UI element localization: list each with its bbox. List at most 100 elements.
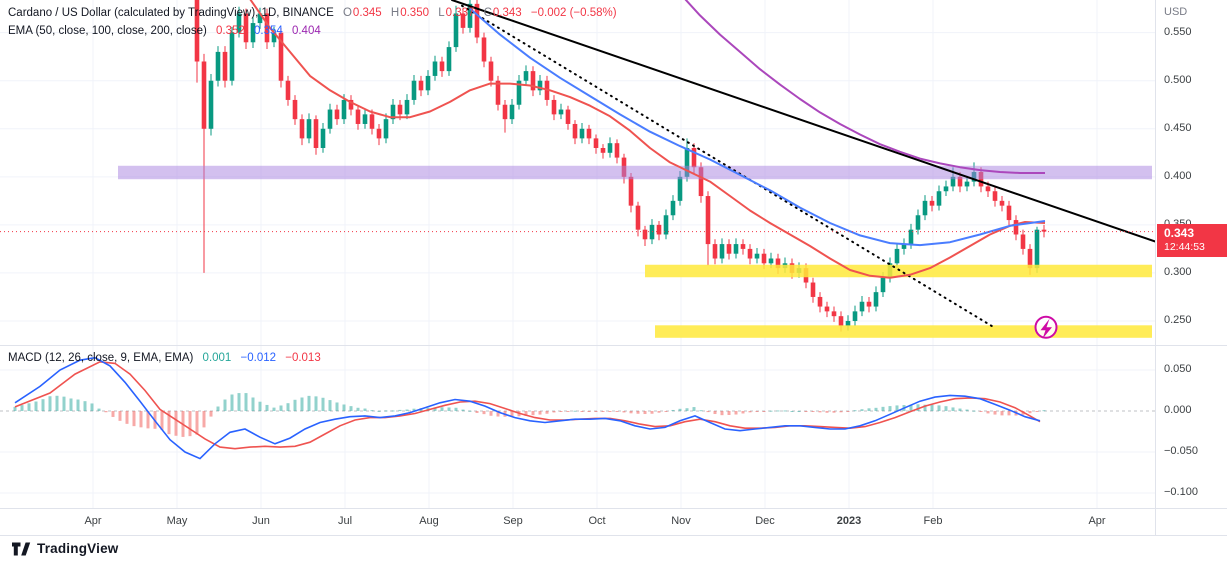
macd-histogram-bar xyxy=(804,411,808,413)
macd-histogram-bar xyxy=(405,409,409,412)
ema100-value: 0.354 xyxy=(253,25,283,37)
macd-histogram-bar xyxy=(874,407,878,412)
candle-body xyxy=(922,200,928,216)
pane-divider[interactable] xyxy=(0,345,1227,346)
symbol-title[interactable]: Cardano / US Dollar (calculated by Tradi… xyxy=(8,7,256,19)
footer-branding: TradingView xyxy=(12,541,118,556)
candle-body xyxy=(901,244,907,249)
candle-body xyxy=(341,99,347,120)
downtrend-line-dotted[interactable] xyxy=(461,4,994,328)
macd-histogram-bar xyxy=(55,395,59,412)
macd-line xyxy=(14,356,1041,460)
macd-histogram-bar xyxy=(433,407,437,412)
macd-histogram xyxy=(13,393,1046,437)
candle-body xyxy=(1006,205,1012,221)
tradingview-logo-icon[interactable] xyxy=(12,542,31,556)
macd-histogram-bar xyxy=(650,411,654,414)
candle-body xyxy=(859,301,865,312)
candle-body xyxy=(1034,229,1040,269)
macd-histogram-bar xyxy=(69,398,73,412)
macd-histogram-bar xyxy=(447,407,451,412)
macd-histogram-bar xyxy=(335,402,339,412)
macd-histogram-bar xyxy=(587,411,591,413)
candle-body xyxy=(999,200,1005,206)
macd-histogram-bar xyxy=(342,404,346,412)
low-label: L xyxy=(438,7,445,19)
low-value: 0.337 xyxy=(445,7,475,19)
macd-histogram-bar xyxy=(27,403,31,412)
price-axis[interactable]: USD 0.5500.5000.4500.4000.3500.3000.250 … xyxy=(1155,0,1227,535)
macd-histogram-bar xyxy=(293,399,297,412)
macd-histogram-bar xyxy=(699,410,703,412)
candle-body xyxy=(964,181,970,187)
candle-body xyxy=(698,167,704,197)
macd-histogram-bar xyxy=(272,407,276,412)
ema-indicator-label[interactable]: EMA (50, close, 100, close, 200, close) xyxy=(8,25,207,37)
candle-body xyxy=(754,253,760,259)
macd-chart-svg[interactable] xyxy=(0,345,1155,508)
macd-histogram-bar xyxy=(615,411,619,413)
candle-body xyxy=(474,3,480,38)
macd-histogram-bar xyxy=(62,396,66,412)
symbol-meta: , 1D, BINANCE xyxy=(255,7,334,19)
macd-histogram-bar xyxy=(167,411,171,435)
macd-histogram-bar xyxy=(993,411,997,415)
macd-histogram-bar xyxy=(111,411,115,417)
macd-histogram-bar xyxy=(307,395,311,412)
macd-histogram-bar xyxy=(90,403,94,412)
candle-body xyxy=(194,0,200,62)
candle-body xyxy=(593,138,599,148)
macd-histogram-bar xyxy=(622,411,626,413)
candle-body xyxy=(817,296,823,307)
macd-histogram-bar xyxy=(692,407,696,412)
candle-body xyxy=(467,3,473,28)
candle-body xyxy=(677,176,683,201)
macd-histogram-bar xyxy=(244,393,248,412)
tradingview-wordmark[interactable]: TradingView xyxy=(37,541,119,556)
candle-body xyxy=(264,13,270,43)
candle-body xyxy=(915,215,921,230)
candle-body xyxy=(460,13,466,28)
high-label: H xyxy=(390,7,400,19)
candle-body xyxy=(222,51,228,81)
macd-histogram-bar xyxy=(986,411,990,414)
macd-pane[interactable]: MACD (12, 26, close, 9, EMA, EMA) 0.001 … xyxy=(0,345,1155,508)
macd-histogram-bar xyxy=(174,411,178,436)
macd-histogram-bar xyxy=(881,406,885,412)
macd-histogram-bar xyxy=(475,411,479,413)
macd-indicator-label[interactable]: MACD (12, 26, close, 9, EMA, EMA) xyxy=(8,352,194,364)
downtrend-line-solid[interactable] xyxy=(451,0,1155,243)
support-zone-yellow-upper[interactable] xyxy=(645,264,1152,278)
macd-histogram-bar xyxy=(377,410,381,412)
macd-histogram-bar xyxy=(755,411,759,413)
ema50-line xyxy=(249,0,1046,279)
price-legend: Cardano / US Dollar (calculated by Tradi… xyxy=(8,4,617,40)
candle-body xyxy=(726,244,732,254)
price-pane[interactable]: Cardano / US Dollar (calculated by Tradi… xyxy=(0,0,1155,345)
candle-body xyxy=(950,176,956,187)
candle-body xyxy=(831,311,837,317)
macd-histogram-bar xyxy=(384,410,388,412)
candle-body xyxy=(565,109,571,124)
price-tick-label: 0.450 xyxy=(1164,121,1192,134)
macd-histogram-bar xyxy=(328,400,332,412)
candle-body xyxy=(327,109,333,129)
price-tick-label: 0.250 xyxy=(1164,313,1192,326)
time-axis[interactable]: Apr May Jun Jul Aug Sep Oct Nov Dec 2023 Feb Apr xyxy=(0,508,1155,535)
macd-histogram-bar xyxy=(790,411,794,413)
support-zone-yellow-lower[interactable] xyxy=(655,325,1152,338)
macd-histogram-bar xyxy=(951,407,955,412)
candle-body xyxy=(852,311,858,321)
flash-badge[interactable] xyxy=(1034,315,1058,339)
candle-body xyxy=(313,119,319,148)
candle-body xyxy=(558,109,564,115)
macd-histogram-bar xyxy=(83,401,87,412)
resistance-zone-purple[interactable] xyxy=(118,165,1152,180)
ema50-value: 0.352 xyxy=(216,25,245,37)
macd-histogram-bar xyxy=(482,411,486,415)
candle-body xyxy=(705,196,711,245)
candle-body xyxy=(663,215,669,235)
price-chart-svg[interactable] xyxy=(0,0,1155,345)
macd-legend: MACD (12, 26, close, 9, EMA, EMA) 0.001 … xyxy=(8,349,321,367)
candle-body xyxy=(320,128,326,148)
